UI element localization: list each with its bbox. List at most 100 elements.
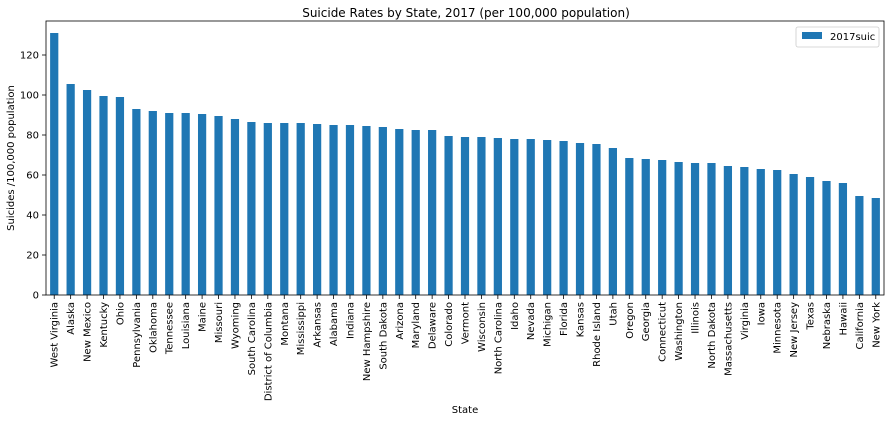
x-tick-label: Pennsylvania: [132, 302, 143, 368]
bar-montana: [280, 123, 289, 295]
bar-new-hampshire: [362, 126, 371, 295]
x-tick-label: Delaware: [428, 302, 439, 349]
x-tick-label: Indiana: [345, 302, 356, 339]
x-tick-label: Alabama: [329, 302, 340, 346]
legend-swatch: [802, 32, 822, 39]
plot-frame: [45, 20, 885, 296]
x-tick-label: Hawaii: [838, 302, 849, 336]
y-tick-label: 120: [20, 51, 39, 62]
x-tick-label: North Carolina: [493, 302, 504, 374]
bar-wyoming: [230, 119, 240, 295]
bar-arizona: [395, 129, 404, 295]
bar-arkansas: [313, 124, 322, 295]
x-tick-label: New Hampshire: [362, 302, 373, 381]
bar-nevada: [526, 139, 535, 295]
bar-north-dakota: [707, 163, 716, 295]
bar-utah: [608, 148, 617, 295]
x-tick-label: South Dakota: [378, 302, 389, 370]
bar-michigan: [543, 140, 552, 295]
x-tick-label: Arkansas: [313, 302, 324, 348]
bar-wisconsin: [477, 137, 486, 295]
legend: 2017suic: [795, 26, 880, 48]
bar-nebraska: [822, 181, 831, 295]
x-tick-label: Massachusetts: [723, 302, 734, 376]
bar-rhode-island: [592, 144, 601, 295]
x-tick-label: Iowa: [756, 302, 767, 325]
bar-oklahoma: [148, 111, 157, 295]
bar-maine: [197, 114, 207, 295]
x-tick-label: New Jersey: [789, 302, 800, 358]
bar-illinois: [690, 163, 700, 295]
x-tick-label: Tennessee: [165, 302, 176, 355]
x-tick-label: Vermont: [461, 302, 472, 344]
bar-texas: [805, 177, 815, 295]
x-tick-label: Arizona: [395, 302, 406, 340]
legend-label: 2017suic: [830, 32, 875, 43]
x-tick-label: Georgia: [641, 302, 652, 341]
bar-kansas: [575, 143, 585, 295]
x-tick-label: Wyoming: [230, 302, 241, 349]
x-tick-label: Minnesota: [773, 302, 784, 354]
bar-colorado: [444, 136, 453, 295]
x-tick-label: Maine: [198, 302, 209, 332]
x-tick-label: Kentucky: [99, 302, 110, 348]
bar-vermont: [460, 137, 470, 295]
x-tick-label: Maryland: [411, 302, 422, 348]
bars-group: [50, 33, 880, 295]
bar-idaho: [510, 139, 519, 295]
bar-indiana: [345, 125, 355, 295]
bar-minnesota: [773, 170, 782, 295]
bar-hawaii: [838, 183, 848, 295]
x-tick-label: Alaska: [66, 302, 77, 335]
x-tick-label: Oklahoma: [148, 302, 159, 353]
x-tick-label: Ohio: [115, 302, 126, 325]
x-tick-label: Louisiana: [181, 302, 192, 349]
x-tick-label: Nevada: [526, 302, 537, 340]
x-tick-label: Wisconsin: [477, 302, 488, 352]
x-tick-label: Washington: [674, 302, 685, 361]
x-tick-label: Virginia: [740, 302, 751, 340]
bar-washington: [674, 162, 683, 295]
bar-florida: [559, 141, 568, 295]
bar-pennsylvania: [132, 109, 141, 295]
x-tick-label: West Virginia: [50, 302, 61, 367]
bar-virginia: [740, 167, 749, 295]
y-axis-label: Suicides /100,000 population: [6, 85, 17, 231]
bar-connecticut: [658, 160, 667, 295]
x-tick-label: Illinois: [691, 302, 702, 334]
x-tick-label: Colorado: [444, 302, 455, 347]
bar-tennessee: [165, 113, 174, 295]
chart-title: Suicide Rates by State, 2017 (per 100,00…: [302, 6, 630, 20]
bar-south-dakota: [378, 127, 387, 295]
x-tick-label: Florida: [559, 302, 570, 336]
x-axis: West Virginia Alaska New Mexico Kentucky Ohi…: [50, 295, 882, 401]
bar-kentucky: [99, 96, 108, 295]
y-tick-label: 80: [26, 131, 39, 142]
bar-north-carolina: [493, 138, 502, 295]
x-tick-label: Missouri: [214, 302, 225, 343]
y-tick-label: 40: [26, 211, 39, 222]
x-tick-label: Utah: [608, 302, 619, 326]
bar-alaska: [66, 84, 75, 295]
x-tick-label: Michigan: [543, 302, 554, 347]
x-tick-label: Oregon: [625, 302, 636, 339]
x-tick-label: Montana: [280, 302, 291, 346]
x-tick-label: California: [855, 302, 866, 350]
bar-west-virginia: [50, 33, 59, 295]
bar-georgia: [641, 159, 650, 295]
x-tick-label: Connecticut: [658, 302, 669, 362]
bar-maryland: [411, 130, 420, 295]
bar-missouri: [214, 116, 223, 295]
y-tick-label: 100: [20, 91, 39, 102]
bar-district-of-columbia: [263, 123, 272, 295]
bar-massachusetts: [723, 166, 733, 295]
x-tick-label: Mississippi: [296, 302, 307, 355]
bar-south-carolina: [247, 122, 256, 295]
x-tick-label: District of Columbia: [263, 302, 274, 401]
bar-new-mexico: [82, 90, 92, 295]
bar-oregon: [625, 158, 634, 295]
x-tick-label: New Mexico: [83, 302, 94, 362]
bar-iowa: [756, 169, 765, 295]
